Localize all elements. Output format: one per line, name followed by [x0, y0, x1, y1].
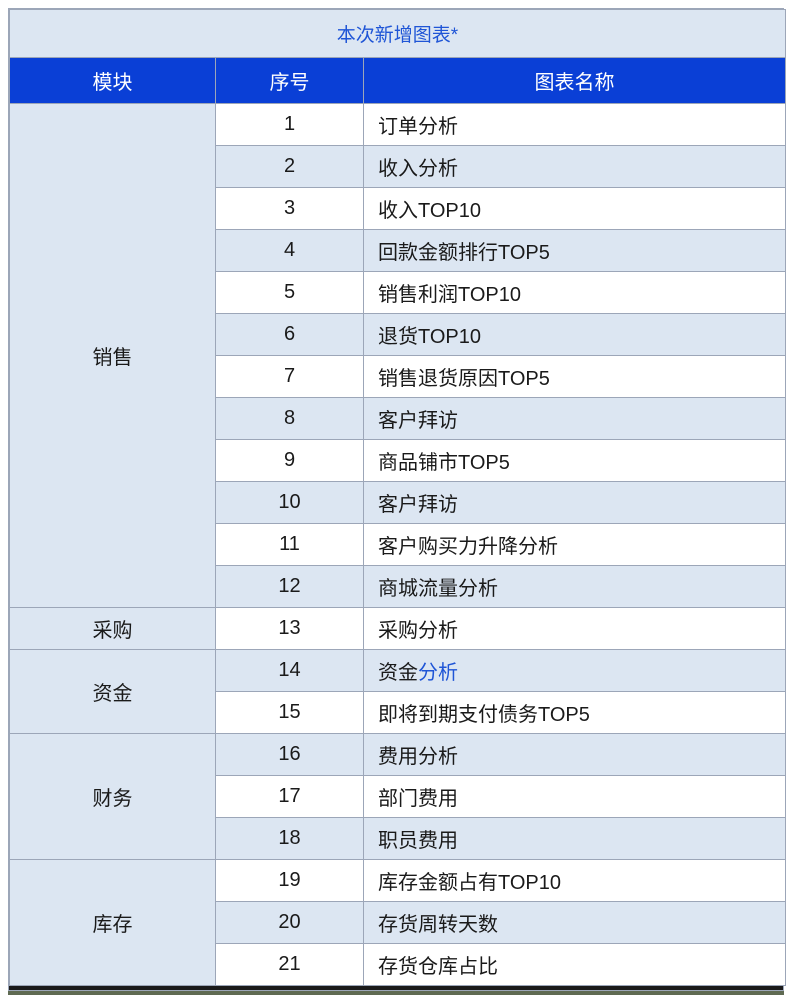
name-cell: 即将到期支付债务TOP5	[364, 692, 786, 734]
seq-cell: 13	[216, 608, 364, 650]
name-cell: 销售退货原因TOP5	[364, 356, 786, 398]
seq-cell: 2	[216, 146, 364, 188]
chart-list-table: 本次新增图表* 模块 序号 图表名称 销售1订单分析2收入分析3收入TOP104…	[8, 8, 784, 991]
module-cell: 资金	[10, 650, 216, 734]
name-cell: 商品铺市TOP5	[364, 440, 786, 482]
seq-cell: 20	[216, 902, 364, 944]
seq-cell: 5	[216, 272, 364, 314]
module-cell: 采购	[10, 608, 216, 650]
seq-cell: 1	[216, 104, 364, 146]
name-part: 分析	[418, 662, 458, 684]
seq-cell: 12	[216, 566, 364, 608]
col-header-name: 图表名称	[364, 58, 786, 104]
seq-cell: 3	[216, 188, 364, 230]
seq-cell: 11	[216, 524, 364, 566]
table-title: 本次新增图表*	[10, 10, 786, 58]
seq-cell: 9	[216, 440, 364, 482]
name-cell: 收入TOP10	[364, 188, 786, 230]
seq-cell: 15	[216, 692, 364, 734]
table-row: 销售1订单分析	[10, 104, 786, 146]
seq-cell: 17	[216, 776, 364, 818]
name-cell: 库存金额占有TOP10	[364, 860, 786, 902]
name-cell: 部门费用	[364, 776, 786, 818]
module-cell: 财务	[10, 734, 216, 860]
name-cell: 商城流量分析	[364, 566, 786, 608]
table-row: 采购13采购分析	[10, 608, 786, 650]
seq-cell: 6	[216, 314, 364, 356]
name-cell: 退货TOP10	[364, 314, 786, 356]
name-cell: 收入分析	[364, 146, 786, 188]
name-cell: 客户拜访	[364, 398, 786, 440]
col-header-seq: 序号	[216, 58, 364, 104]
name-cell: 回款金额排行TOP5	[364, 230, 786, 272]
table-title-row: 本次新增图表*	[10, 10, 786, 58]
name-cell: 销售利润TOP10	[364, 272, 786, 314]
seq-cell: 4	[216, 230, 364, 272]
seq-cell: 18	[216, 818, 364, 860]
name-cell: 职员费用	[364, 818, 786, 860]
name-part: 资金	[378, 662, 418, 684]
name-cell: 资金分析	[364, 650, 786, 692]
table: 本次新增图表* 模块 序号 图表名称 销售1订单分析2收入分析3收入TOP104…	[9, 9, 786, 986]
name-cell: 客户拜访	[364, 482, 786, 524]
name-cell: 存货仓库占比	[364, 944, 786, 986]
name-cell: 采购分析	[364, 608, 786, 650]
seq-cell: 14	[216, 650, 364, 692]
seq-cell: 7	[216, 356, 364, 398]
seq-cell: 19	[216, 860, 364, 902]
name-cell: 客户购买力升降分析	[364, 524, 786, 566]
table-header-row: 模块 序号 图表名称	[10, 58, 786, 104]
module-cell: 销售	[10, 104, 216, 608]
seq-cell: 10	[216, 482, 364, 524]
name-cell: 费用分析	[364, 734, 786, 776]
table-row: 资金 14资金分析	[10, 650, 786, 692]
seq-cell: 16	[216, 734, 364, 776]
seq-cell: 21	[216, 944, 364, 986]
table-row: 财务16费用分析	[10, 734, 786, 776]
table-bottom-border	[9, 986, 783, 990]
name-cell: 存货周转天数	[364, 902, 786, 944]
col-header-module: 模块	[10, 58, 216, 104]
module-cell: 库存	[10, 860, 216, 986]
table-row: 库存19库存金额占有TOP10	[10, 860, 786, 902]
seq-cell: 8	[216, 398, 364, 440]
name-cell: 订单分析	[364, 104, 786, 146]
table-shadow	[8, 991, 784, 995]
